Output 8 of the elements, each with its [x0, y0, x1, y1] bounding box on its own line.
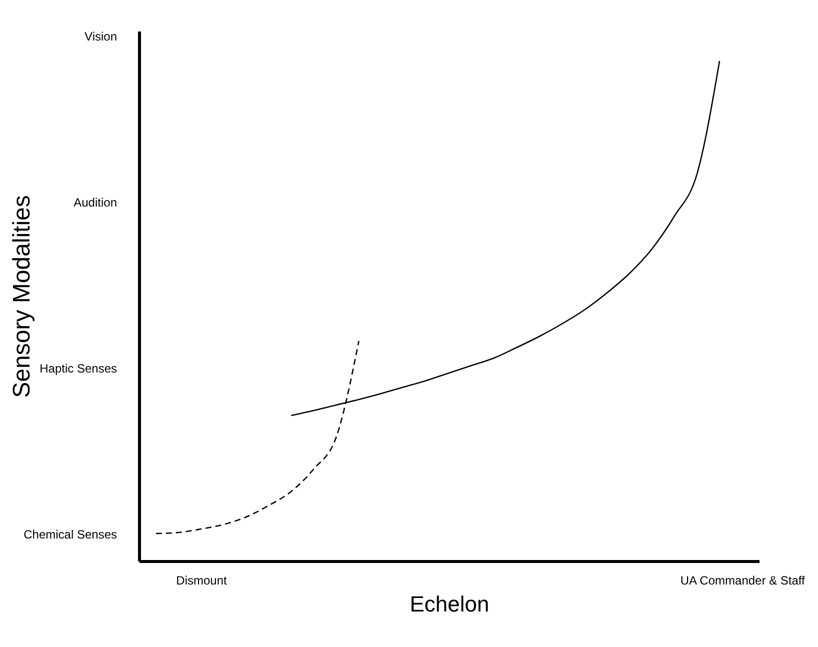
text: Vision — [84, 29, 117, 44]
y-axis-title: Sensory Modalities — [8, 195, 36, 398]
x-tick-label: UA Commander & Staff — [680, 574, 806, 588]
text: Audition — [74, 195, 117, 210]
text: Haptic Senses — [40, 361, 117, 376]
x-axis-title: Echelon — [410, 592, 490, 616]
text: Chemical Senses — [24, 528, 117, 542]
x-tick-label: Dismount — [176, 574, 228, 588]
